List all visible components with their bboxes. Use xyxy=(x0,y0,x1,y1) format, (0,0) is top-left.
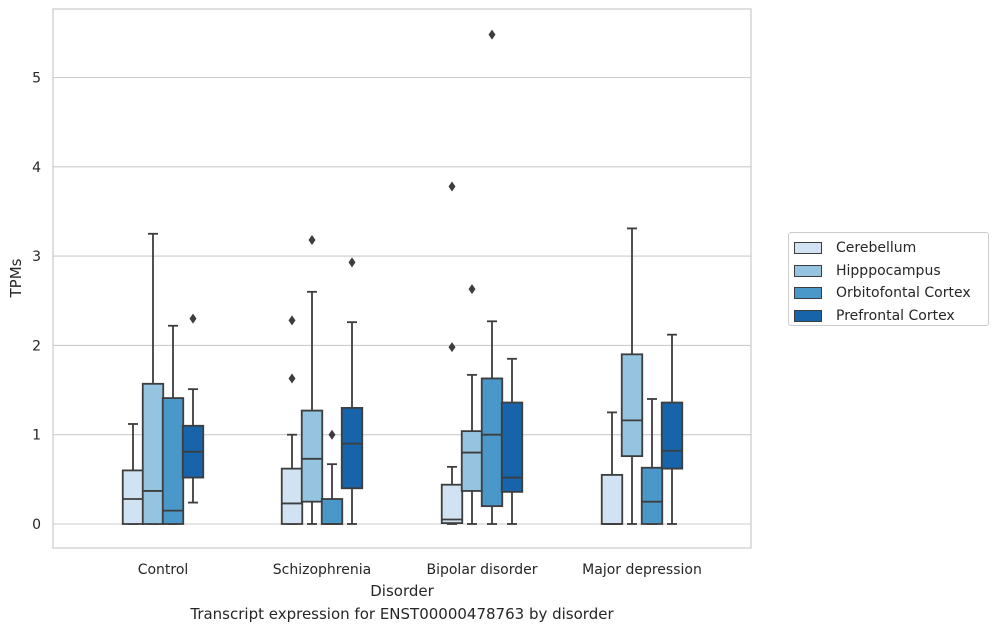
outlier-point xyxy=(448,181,456,192)
box-orbitofontal-cortex xyxy=(320,429,344,525)
outlier-point xyxy=(189,313,197,324)
x-tick-label: Schizophrenia xyxy=(273,562,371,578)
legend: Cerebellum Hipppocampus Orbitofontal Cor… xyxy=(788,232,989,326)
legend-label: Orbitofontal Cortex xyxy=(836,285,971,302)
box-cerebellum xyxy=(600,411,624,525)
box-iqr xyxy=(121,469,145,525)
outlier-point xyxy=(308,235,316,246)
chart-caption: Transcript expression for ENST0000047876… xyxy=(190,605,614,623)
y-axis-ticks: 0 1 2 3 4 5 xyxy=(32,71,41,534)
box-iqr xyxy=(480,377,504,508)
box-orbitofontal-cortex xyxy=(480,29,504,525)
box-iqr xyxy=(440,483,464,525)
y-tick-label: 2 xyxy=(32,338,41,354)
outlier-point xyxy=(468,284,476,295)
box-prefrontal-cortex xyxy=(500,357,524,525)
box-iqr xyxy=(640,466,664,525)
y-axis-label: TPMs xyxy=(7,258,25,298)
box-hipppocampus xyxy=(460,284,484,525)
box-prefrontal-cortex xyxy=(181,313,205,504)
legend-item-cerebellum: Cerebellum xyxy=(794,237,988,260)
box-iqr xyxy=(620,353,644,458)
x-tick-label: Major depression xyxy=(582,562,702,578)
box-iqr xyxy=(320,498,344,525)
legend-label: Prefrontal Cortex xyxy=(836,307,955,324)
box-hipppocampus xyxy=(620,227,644,525)
outlier-point xyxy=(488,29,496,40)
legend-item-hippocampus: Hipppocampus xyxy=(794,260,988,283)
legend-item-orbitofrontal-cortex: Orbitofontal Cortex xyxy=(794,282,988,305)
y-tick-label: 4 xyxy=(32,160,41,176)
legend-item-prefrontal-cortex: Prefrontal Cortex xyxy=(794,305,988,328)
box-prefrontal-cortex xyxy=(340,257,364,525)
y-tick-label: 1 xyxy=(32,428,41,444)
box-hipppocampus xyxy=(141,232,165,525)
plot-frame xyxy=(52,8,752,549)
x-axis-ticks: Control Schizophrenia Bipolar disorder Majo… xyxy=(138,562,702,578)
box-cerebellum xyxy=(280,315,304,525)
box-iqr xyxy=(600,473,624,525)
outlier-point xyxy=(348,257,356,268)
legend-label: Hipppocampus xyxy=(836,262,941,279)
outlier-point xyxy=(288,373,296,384)
outlier-point xyxy=(288,315,296,326)
box-orbitofontal-cortex xyxy=(640,398,664,525)
outlier-point xyxy=(328,429,336,440)
x-tick-label: Bipolar disorder xyxy=(426,562,537,578)
x-tick-label: Control xyxy=(138,562,189,578)
box-iqr xyxy=(500,401,524,493)
box-iqr xyxy=(161,397,185,525)
box-iqr xyxy=(660,401,684,470)
legend-swatch xyxy=(794,287,822,300)
legend-swatch xyxy=(794,242,822,255)
box-prefrontal-cortex xyxy=(660,333,684,525)
box-cerebellum xyxy=(440,181,464,525)
box-iqr xyxy=(460,430,484,492)
box-iqr xyxy=(280,467,304,525)
y-tick-label: 3 xyxy=(32,249,41,265)
box-plot-marks xyxy=(121,29,684,525)
box-iqr xyxy=(141,382,165,525)
legend-swatch xyxy=(794,309,822,322)
y-tick-label: 0 xyxy=(32,517,41,533)
legend-swatch xyxy=(794,264,822,277)
x-axis-label: Disorder xyxy=(370,582,434,600)
legend-label: Cerebellum xyxy=(836,240,917,257)
y-tick-label: 5 xyxy=(32,71,41,87)
outlier-point xyxy=(448,342,456,353)
box-orbitofontal-cortex xyxy=(161,324,185,525)
box-cerebellum xyxy=(121,423,145,525)
box-iqr xyxy=(340,407,364,490)
box-iqr xyxy=(300,409,324,503)
box-hipppocampus xyxy=(300,235,324,525)
